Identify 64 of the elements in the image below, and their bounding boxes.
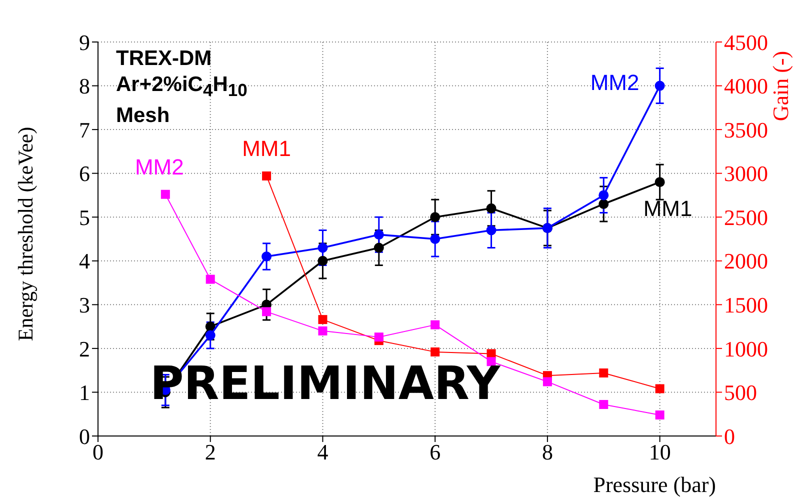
x-axis-title: Pressure (bar) <box>593 472 716 497</box>
point <box>598 198 609 209</box>
point <box>599 368 608 378</box>
point <box>318 326 328 336</box>
annotation: Mesh <box>116 104 170 128</box>
y2-tick-label: 4000 <box>724 74 768 99</box>
y-tick-label: 2 <box>79 336 90 362</box>
series-label: MM2 <box>134 154 184 180</box>
y2-tick-label: 2000 <box>724 248 768 274</box>
y2-tick-label: 0 <box>724 424 735 449</box>
point <box>160 190 170 199</box>
x-tick-label: 10 <box>648 440 671 465</box>
point <box>262 252 272 262</box>
point <box>542 377 552 386</box>
point <box>205 330 216 340</box>
y2-tick-label: 1000 <box>724 336 768 362</box>
point <box>430 234 440 244</box>
y-tick-label: 9 <box>79 30 90 55</box>
point <box>262 171 272 180</box>
point <box>598 190 609 200</box>
point <box>318 242 328 253</box>
y-axis-title: Energy threshold (keVee) <box>13 126 38 342</box>
point <box>374 332 384 342</box>
point <box>486 225 496 236</box>
point <box>206 274 215 284</box>
point <box>430 347 440 356</box>
point <box>205 322 216 332</box>
x-tick-label: 2 <box>204 440 216 465</box>
y-tick-label: 0 <box>79 424 90 449</box>
x-tick-label: 4 <box>317 440 328 465</box>
y2-tick-label: 1500 <box>724 292 768 318</box>
point <box>374 242 384 253</box>
y2-tick-label: 2500 <box>724 204 768 230</box>
point <box>262 307 272 316</box>
series-label: MM2 <box>590 70 640 95</box>
point <box>374 230 384 240</box>
point <box>430 212 440 222</box>
y-tick-label: 4 <box>79 248 90 274</box>
point <box>318 315 328 324</box>
point <box>654 80 665 91</box>
y2-tick-label: 4500 <box>724 30 768 55</box>
y-tick-label: 6 <box>79 161 90 186</box>
y-tick-label: 8 <box>79 74 90 99</box>
x-tick-label: 8 <box>542 440 553 465</box>
y-tick-label: 7 <box>79 117 90 142</box>
point <box>486 203 496 214</box>
point <box>654 177 665 188</box>
point <box>599 400 608 409</box>
y-tick-label: 1 <box>79 380 90 406</box>
point <box>430 320 440 330</box>
point <box>318 256 328 266</box>
y2-tick-label: 3000 <box>724 161 768 186</box>
annotation: TREX-DM <box>116 47 212 70</box>
x-tick-label: 6 <box>430 440 441 465</box>
y2-tick-label: 3500 <box>724 117 768 142</box>
y-tick-label: 5 <box>79 204 90 230</box>
point <box>655 384 664 394</box>
series-label: MM1 <box>242 136 291 161</box>
y-tick-label: 3 <box>79 292 90 318</box>
series-label: MM1 <box>643 196 692 222</box>
y2-axis-title: Gain (-) <box>768 50 793 122</box>
point <box>655 410 664 420</box>
annotation: Ar+2%iC$_{4}$H$_{10}$ <box>116 73 248 100</box>
y2-tick-label: 500 <box>724 380 757 406</box>
